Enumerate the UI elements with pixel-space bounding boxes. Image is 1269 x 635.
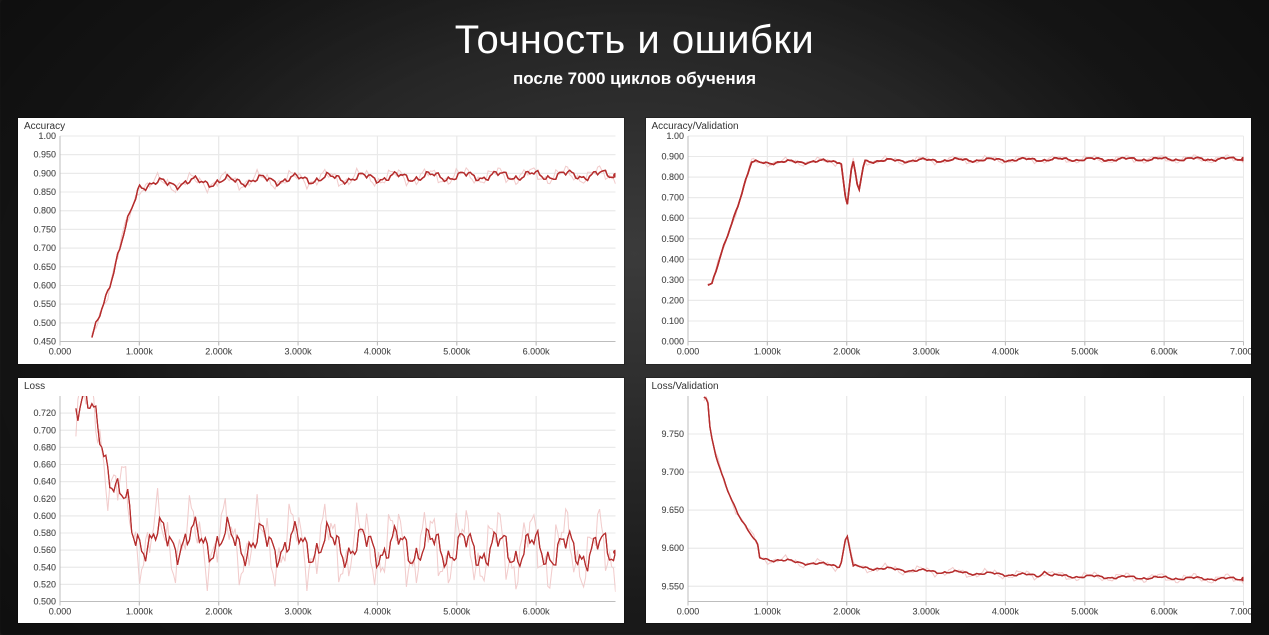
svg-text:3.000k: 3.000k bbox=[912, 606, 940, 616]
svg-text:0.800: 0.800 bbox=[661, 172, 684, 182]
svg-text:0.720: 0.720 bbox=[33, 408, 56, 418]
svg-text:7.000k: 7.000k bbox=[1229, 347, 1251, 357]
svg-text:0.000: 0.000 bbox=[676, 606, 699, 616]
svg-text:0.900: 0.900 bbox=[33, 168, 56, 178]
svg-text:0.900: 0.900 bbox=[661, 152, 684, 162]
svg-text:6.000k: 6.000k bbox=[1150, 347, 1178, 357]
charts-grid: Accuracy 0.4500.5000.5500.6000.6500.7000… bbox=[18, 118, 1251, 623]
svg-text:0.660: 0.660 bbox=[33, 459, 56, 469]
svg-text:0.600: 0.600 bbox=[33, 280, 56, 290]
svg-text:1.000k: 1.000k bbox=[126, 347, 154, 357]
svg-text:3.000k: 3.000k bbox=[285, 606, 313, 616]
svg-text:1.000k: 1.000k bbox=[753, 347, 781, 357]
chart-loss: 0.500 0.520 0.540 0.560 0.580 0.600 0.620 0.640… bbox=[18, 378, 624, 624]
svg-text:6.000k: 6.000k bbox=[523, 347, 551, 357]
svg-text:0.700: 0.700 bbox=[33, 243, 56, 253]
svg-text:6.000k: 6.000k bbox=[523, 606, 551, 616]
svg-text:0.620: 0.620 bbox=[33, 493, 56, 503]
svg-text:0.450: 0.450 bbox=[33, 337, 56, 347]
svg-text:0.800: 0.800 bbox=[33, 206, 56, 216]
svg-text:0.000: 0.000 bbox=[49, 347, 72, 357]
svg-text:0.500: 0.500 bbox=[661, 234, 684, 244]
panel-loss-validation: Loss/Validation 9.5509.6009.6509.7009.75… bbox=[646, 378, 1252, 624]
svg-text:0.700: 0.700 bbox=[661, 193, 684, 203]
svg-text:4.000k: 4.000k bbox=[364, 606, 392, 616]
svg-text:4.000k: 4.000k bbox=[991, 606, 1019, 616]
svg-text:7.000k: 7.000k bbox=[1229, 606, 1251, 616]
svg-text:0.000: 0.000 bbox=[49, 606, 72, 616]
svg-text:3.000k: 3.000k bbox=[912, 347, 940, 357]
svg-text:0.750: 0.750 bbox=[33, 224, 56, 234]
svg-text:0.100: 0.100 bbox=[661, 316, 684, 326]
svg-text:0.950: 0.950 bbox=[33, 150, 56, 160]
svg-text:9.750: 9.750 bbox=[661, 429, 684, 439]
svg-text:0.000: 0.000 bbox=[661, 337, 684, 347]
svg-text:0.000: 0.000 bbox=[676, 347, 699, 357]
svg-text:5.000k: 5.000k bbox=[443, 606, 471, 616]
headings: Точность и ошибки после 7000 циклов обуч… bbox=[0, 18, 1269, 89]
svg-text:0.550: 0.550 bbox=[33, 299, 56, 309]
svg-text:9.700: 9.700 bbox=[661, 467, 684, 477]
svg-text:0.300: 0.300 bbox=[661, 275, 684, 285]
svg-text:4.000k: 4.000k bbox=[991, 347, 1019, 357]
svg-text:0.850: 0.850 bbox=[33, 187, 56, 197]
svg-text:0.200: 0.200 bbox=[661, 295, 684, 305]
svg-text:1.00: 1.00 bbox=[666, 131, 684, 141]
chart-loss-validation: 9.550 9.600 9.650 9.700 9.750 0.000 1.000k 2.00… bbox=[646, 378, 1252, 624]
svg-text:0.640: 0.640 bbox=[33, 476, 56, 486]
svg-text:0.540: 0.540 bbox=[33, 562, 56, 572]
svg-text:1.00: 1.00 bbox=[38, 131, 56, 141]
svg-text:0.650: 0.650 bbox=[33, 262, 56, 272]
chart-accuracy-validation: 0.000 0.100 0.200 0.300 0.400 0.500 0.600 0.700… bbox=[646, 118, 1252, 364]
svg-text:2.000k: 2.000k bbox=[205, 606, 233, 616]
panel-accuracy: Accuracy 0.4500.5000.5500.6000.6500.7000… bbox=[18, 118, 624, 364]
svg-text:0.680: 0.680 bbox=[33, 442, 56, 452]
page-title: Точность и ошибки bbox=[0, 18, 1269, 63]
svg-text:0.580: 0.580 bbox=[33, 528, 56, 538]
svg-text:9.600: 9.600 bbox=[661, 543, 684, 553]
svg-text:0.400: 0.400 bbox=[661, 254, 684, 264]
svg-text:5.000k: 5.000k bbox=[1071, 347, 1099, 357]
page-background: Точность и ошибки после 7000 циклов обуч… bbox=[0, 0, 1269, 635]
svg-text:0.520: 0.520 bbox=[33, 579, 56, 589]
chart-accuracy: 0.450 0.500 0.550 0.600 0.650 0.700 0.750 0.800… bbox=[18, 118, 624, 364]
svg-text:0.500: 0.500 bbox=[33, 596, 56, 606]
svg-text:0.600: 0.600 bbox=[661, 213, 684, 223]
svg-text:6.000k: 6.000k bbox=[1150, 606, 1178, 616]
svg-text:2.000k: 2.000k bbox=[205, 347, 233, 357]
svg-text:2.000k: 2.000k bbox=[833, 347, 861, 357]
svg-text:9.650: 9.650 bbox=[661, 505, 684, 515]
svg-text:0.700: 0.700 bbox=[33, 425, 56, 435]
svg-text:3.000k: 3.000k bbox=[285, 347, 313, 357]
svg-text:0.600: 0.600 bbox=[33, 510, 56, 520]
svg-text:0.500: 0.500 bbox=[33, 318, 56, 328]
svg-text:0.560: 0.560 bbox=[33, 545, 56, 555]
svg-text:5.000k: 5.000k bbox=[443, 347, 471, 357]
svg-text:2.000k: 2.000k bbox=[833, 606, 861, 616]
svg-text:1.000k: 1.000k bbox=[126, 606, 154, 616]
panel-loss: Loss 0.5000.5200.5400.5600.5800.6000.620… bbox=[18, 378, 624, 624]
svg-text:5.000k: 5.000k bbox=[1071, 606, 1099, 616]
panel-accuracy-validation: Accuracy/Validation 0.0000.1000.2000.300… bbox=[646, 118, 1252, 364]
svg-text:9.550: 9.550 bbox=[661, 581, 684, 591]
page-subtitle: после 7000 циклов обучения bbox=[0, 69, 1269, 89]
svg-text:4.000k: 4.000k bbox=[364, 347, 392, 357]
svg-text:1.000k: 1.000k bbox=[753, 606, 781, 616]
